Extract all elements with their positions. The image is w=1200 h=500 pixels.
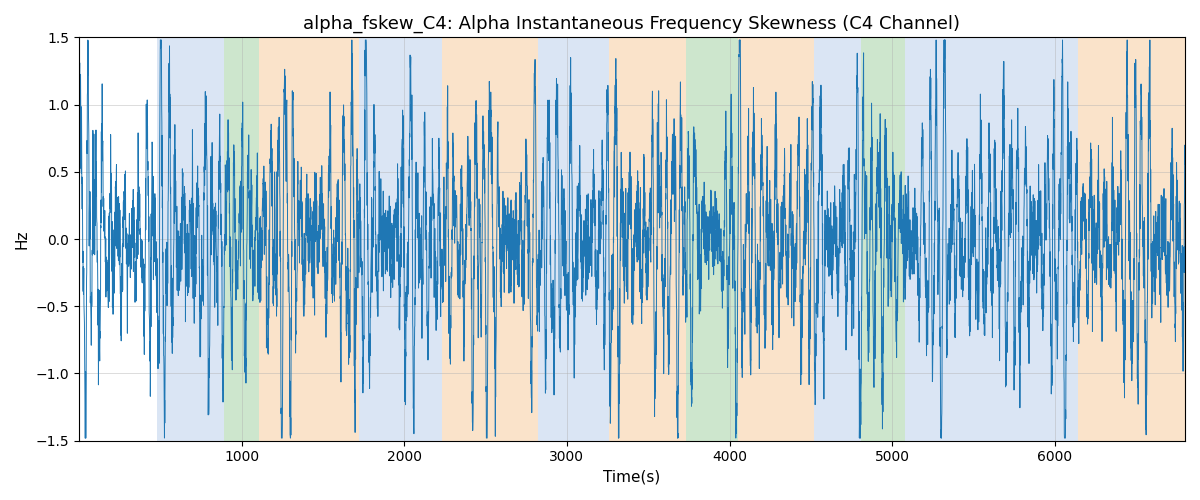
Bar (1078, 38, 1186, 440)
Bar (259, 38, 359, 440)
Bar (442, 38, 538, 440)
Bar (862, 38, 905, 440)
Bar (738, 38, 814, 440)
Bar (359, 38, 442, 440)
Bar (610, 38, 685, 440)
Bar (157, 38, 223, 440)
Title: alpha_fskew_C4: Alpha Instantaneous Frequency Skewness (C4 Channel): alpha_fskew_C4: Alpha Instantaneous Freq… (304, 15, 960, 34)
Bar (223, 38, 259, 440)
Bar (538, 38, 610, 440)
Y-axis label: Hz: Hz (14, 230, 30, 249)
Bar (905, 38, 1078, 440)
X-axis label: Time(s): Time(s) (604, 470, 660, 485)
Bar (685, 38, 738, 440)
Bar (814, 38, 862, 440)
